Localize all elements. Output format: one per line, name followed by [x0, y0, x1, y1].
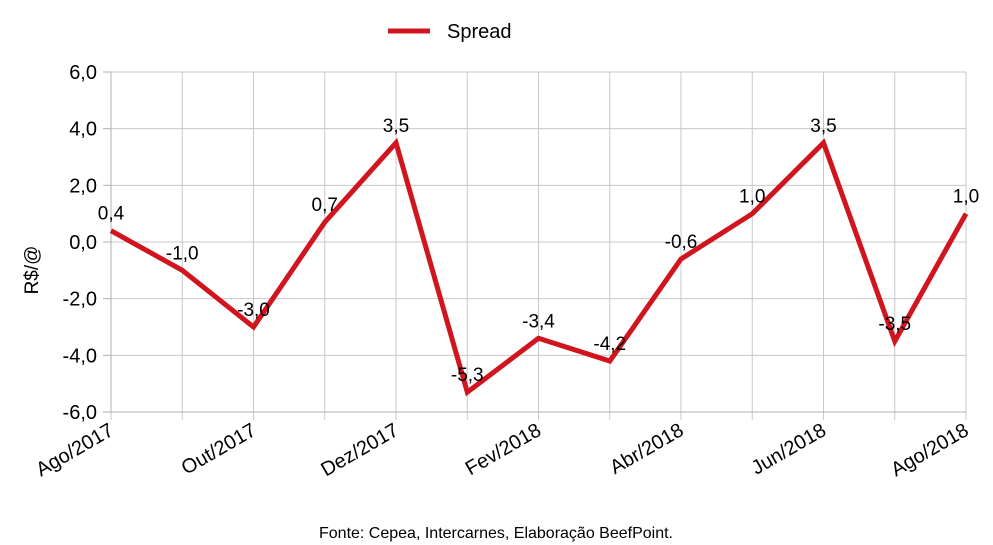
data-label: -4,2 — [593, 334, 626, 355]
x-tick-label: Dez/2017 — [317, 419, 402, 481]
legend: Spread — [388, 21, 512, 43]
y-tick-label: -6,0 — [63, 402, 97, 424]
data-labels: 0,4 -1,0 -3,0 0,7 3,5 -5,3 -3,4 -4,2 -0,6 1,0 3,5 -… — [98, 116, 979, 386]
series-line-spread — [109, 137, 969, 397]
data-label: -3,4 — [522, 311, 555, 332]
x-tick-label: Out/2017 — [178, 419, 260, 479]
y-tick-label: 2,0 — [69, 175, 97, 197]
y-tick-label: 4,0 — [69, 119, 97, 141]
data-label: 3,5 — [383, 116, 409, 137]
y-axis-label: R$/@ — [22, 246, 43, 295]
y-tick-label: -4,0 — [63, 345, 97, 367]
y-tick-label: 0,0 — [69, 232, 97, 254]
legend-label-spread: Spread — [447, 21, 512, 43]
y-tick-label: 6,0 — [69, 62, 97, 84]
data-label: 0,4 — [98, 204, 125, 225]
data-label: -1,0 — [166, 243, 199, 264]
x-tick-labels: Ago/2017 Out/2017 Dez/2017 Fev/2018 Abr/2018… — [32, 419, 972, 481]
x-tick-label: Ago/2018 — [887, 419, 972, 481]
data-label: 1,0 — [953, 187, 979, 208]
x-tick-label: Abr/2018 — [606, 419, 687, 479]
x-tick-label: Ago/2017 — [32, 419, 117, 481]
data-label: 1,0 — [739, 187, 765, 208]
source-note: Fonte: Cepea, Intercarnes, Elaboração Be… — [319, 525, 673, 542]
data-label: 3,5 — [810, 116, 836, 137]
x-tick-label: Jun/2018 — [748, 419, 830, 479]
x-tick-label: Fev/2018 — [462, 419, 545, 480]
data-label: -3,0 — [237, 300, 270, 321]
axes — [110, 72, 966, 413]
data-label: -0,6 — [665, 232, 698, 253]
y-tick-label: -2,0 — [63, 289, 97, 311]
data-label: -3,5 — [878, 314, 911, 335]
data-label: -5,3 — [451, 365, 484, 386]
data-label: 0,7 — [312, 195, 338, 216]
y-tick-labels: 6,0 4,0 2,0 0,0 -2,0 -4,0 -6,0 — [63, 62, 97, 424]
series-layer — [109, 137, 969, 397]
